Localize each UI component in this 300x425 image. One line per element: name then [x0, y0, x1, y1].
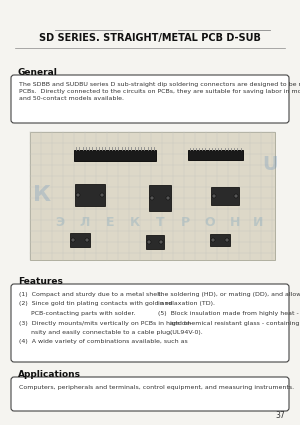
Text: Л: Л: [80, 215, 90, 229]
FancyBboxPatch shape: [11, 284, 289, 362]
Text: Н: Н: [230, 215, 240, 229]
Text: К: К: [33, 185, 51, 205]
Text: (5)  Block insulation made from highly heat - resistant: (5) Block insulation made from highly he…: [158, 311, 300, 316]
FancyBboxPatch shape: [11, 377, 289, 411]
Text: Computers, peripherals and terminals, control equipment, and measuring instrumen: Computers, peripherals and terminals, co…: [19, 385, 294, 390]
Text: General: General: [18, 68, 58, 77]
Text: and chemical resistant glass - containing resin: and chemical resistant glass - containin…: [158, 320, 300, 326]
Bar: [210, 234, 230, 246]
Circle shape: [71, 238, 75, 242]
Text: О: О: [205, 215, 215, 229]
Text: PCB-contacting parts with solder.: PCB-contacting parts with solder.: [19, 311, 135, 316]
Text: U: U: [262, 156, 278, 175]
Bar: [74, 150, 156, 161]
Circle shape: [159, 240, 163, 244]
Text: (4)  A wide variety of combinations available, such as: (4) A wide variety of combinations avail…: [19, 340, 188, 345]
Circle shape: [150, 196, 154, 200]
Text: nsity and easily connectable to a cable plug.: nsity and easily connectable to a cable …: [19, 330, 172, 335]
Bar: [188, 150, 242, 160]
Text: Features: Features: [18, 277, 63, 286]
Bar: [211, 187, 239, 205]
Text: Applications: Applications: [18, 370, 81, 379]
Circle shape: [76, 193, 80, 197]
Text: Э: Э: [56, 215, 64, 229]
Circle shape: [100, 193, 104, 197]
Text: SD SERIES. STRAIGHT/METAL PCB D-SUB: SD SERIES. STRAIGHT/METAL PCB D-SUB: [39, 33, 261, 43]
Circle shape: [211, 238, 215, 242]
Text: К: К: [130, 215, 140, 229]
Bar: [70, 233, 90, 247]
FancyBboxPatch shape: [11, 75, 289, 123]
Circle shape: [225, 238, 229, 242]
Text: (UL94V-0).: (UL94V-0).: [158, 330, 203, 335]
Text: the soldering (HD), or mating (DD), and allows IDC: the soldering (HD), or mating (DD), and …: [158, 292, 300, 297]
Text: Т: Т: [156, 215, 164, 229]
Text: The SDBB and SUDBU series D sub-straight dip soldering connectors are designed t: The SDBB and SUDBU series D sub-straight…: [19, 82, 300, 101]
Circle shape: [234, 194, 238, 198]
Bar: [149, 185, 171, 211]
Circle shape: [147, 240, 151, 244]
Text: И: И: [253, 215, 263, 229]
Bar: [30, 132, 275, 260]
Text: (2)  Since gold tin plating contacts with gold and: (2) Since gold tin plating contacts with…: [19, 301, 172, 306]
Text: in relaxation (TD).: in relaxation (TD).: [158, 301, 215, 306]
Text: Е: Е: [106, 215, 114, 229]
Circle shape: [166, 196, 170, 200]
Bar: [75, 184, 105, 206]
Text: Р: Р: [180, 215, 190, 229]
Text: (1)  Compact and sturdy due to a metal shell.: (1) Compact and sturdy due to a metal sh…: [19, 292, 163, 297]
Bar: [146, 235, 164, 249]
Text: (3)  Directly mounts/mits vertically on PCBs in high de-: (3) Directly mounts/mits vertically on P…: [19, 320, 192, 326]
Circle shape: [85, 238, 89, 242]
Circle shape: [212, 194, 216, 198]
Text: 37: 37: [275, 411, 285, 419]
